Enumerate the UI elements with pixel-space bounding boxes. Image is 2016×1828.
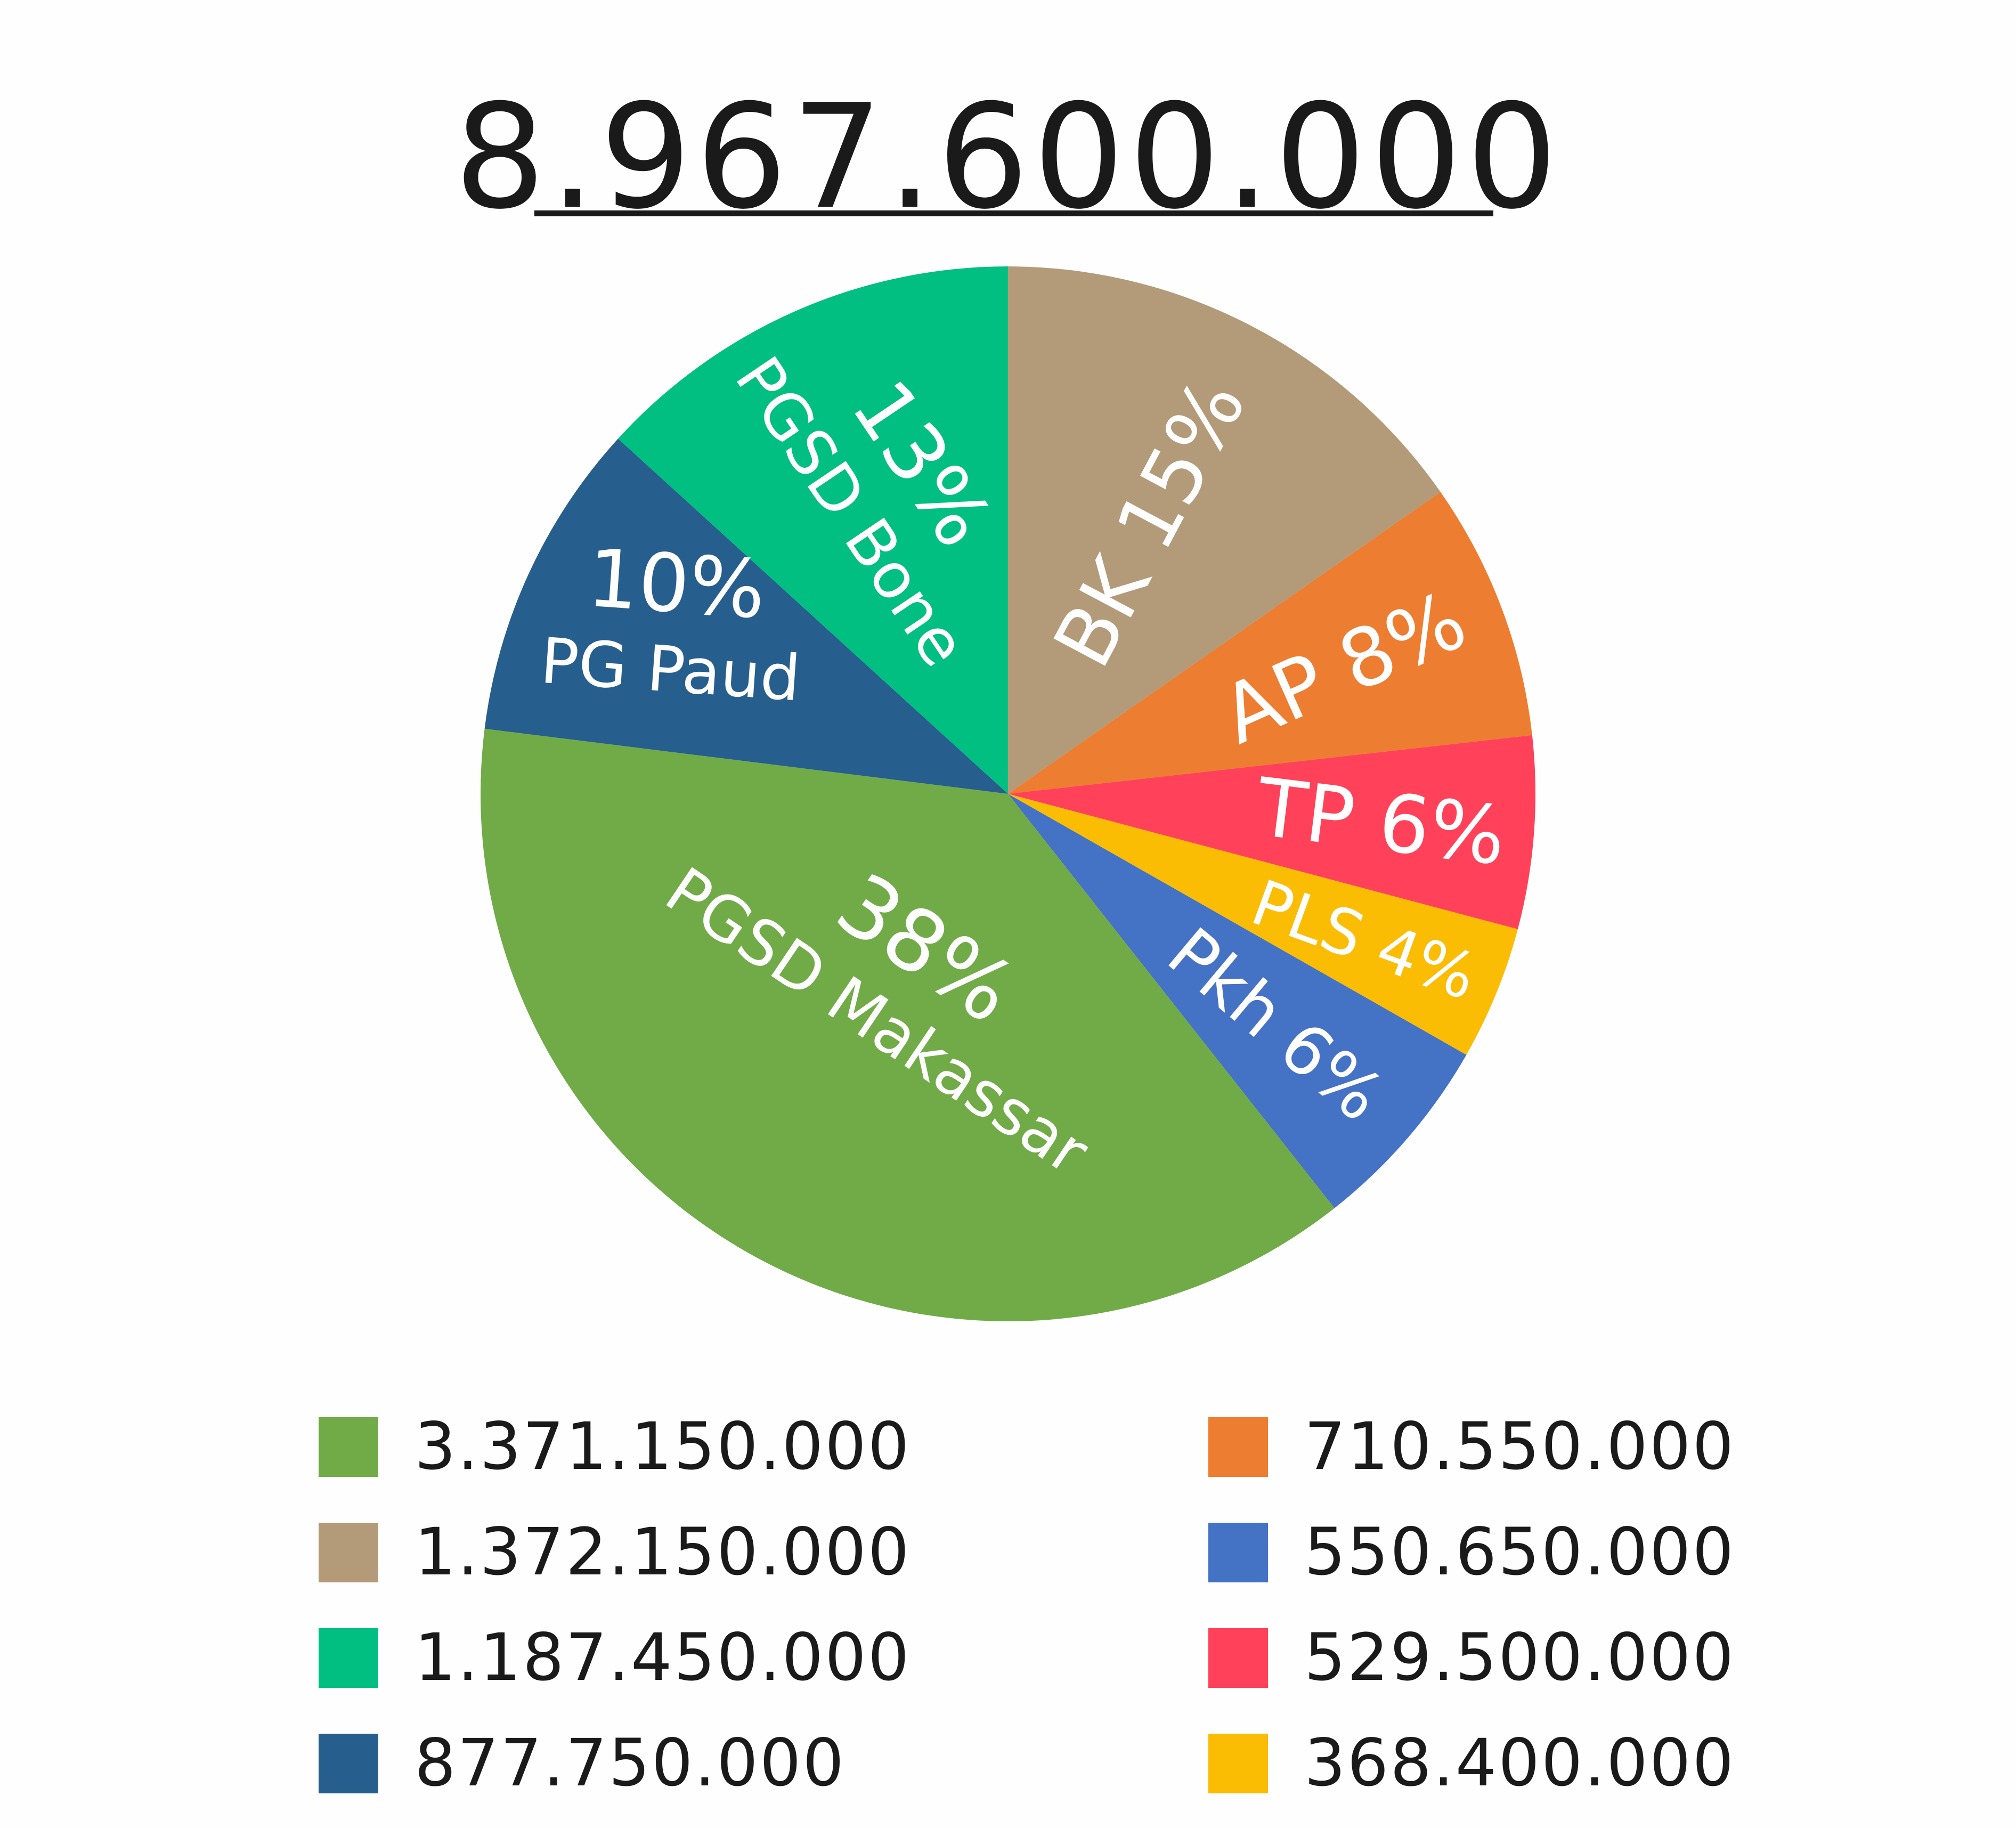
legend-value: 877.750.000 <box>414 1725 846 1801</box>
legend-swatch <box>319 1523 378 1582</box>
pie-slice-pgsd-bone <box>618 266 1008 794</box>
legend-swatch <box>1208 1734 1268 1793</box>
legend-swatch <box>319 1628 378 1688</box>
legend-value: 1.187.450.000 <box>414 1620 911 1695</box>
pie-chart: BK 15%AP 8%TP 6%PLS 4%Pkh 6%38%PGSD Maka… <box>481 266 1535 1321</box>
pie-slice-tp <box>1008 735 1535 929</box>
legend-value: 529.500.000 <box>1304 1620 1736 1695</box>
pie-slice-ap <box>1008 492 1532 794</box>
legend-swatch <box>319 1417 378 1477</box>
legend-value: 710.550.000 <box>1304 1409 1736 1484</box>
legend-swatch <box>1208 1523 1268 1582</box>
legend-value: 3.371.150.000 <box>414 1409 911 1484</box>
pie-slice-pg-paud <box>484 438 1008 794</box>
pie-slice-pkh <box>1008 794 1467 1208</box>
legend-value: 368.400.000 <box>1304 1725 1736 1801</box>
legend-value: 1.372.150.000 <box>414 1514 911 1590</box>
legend-value: 550.650.000 <box>1304 1514 1736 1590</box>
pie-slice-pgsd-makassar <box>481 728 1335 1321</box>
legend-swatch <box>319 1734 378 1793</box>
legend-swatch <box>1208 1628 1268 1688</box>
pie-slice-pls <box>1008 794 1518 1055</box>
slice-label-pg-paud: 10%PG Paud <box>538 529 809 715</box>
pie-slice-bk <box>1008 266 1441 794</box>
title-underline <box>534 210 1493 216</box>
legend-swatch <box>1208 1417 1268 1477</box>
